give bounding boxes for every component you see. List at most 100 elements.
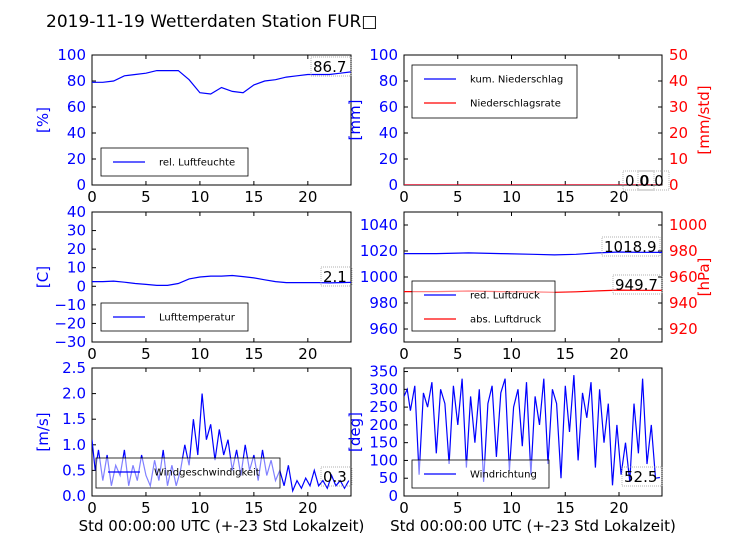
series-line-0 bbox=[404, 251, 662, 256]
y-tick-label: 960 bbox=[369, 320, 398, 338]
x-axis-label: Std 00:00:00 UTC (+-23 Std Lokalzeit) bbox=[390, 517, 676, 535]
x-axis-label: Std 00:00:00 UTC (+-23 Std Lokalzeit) bbox=[79, 517, 365, 535]
legend-box bbox=[411, 64, 578, 119]
x-tick-label: 5 bbox=[141, 345, 151, 363]
y-tick-label: 100 bbox=[57, 46, 86, 64]
x-tick-label: 10 bbox=[502, 188, 521, 206]
annotation-box bbox=[310, 56, 352, 77]
annotation-box bbox=[637, 170, 670, 191]
y-tick-label: 40 bbox=[67, 203, 86, 221]
x-tick-label: 0 bbox=[87, 499, 97, 517]
x-tick-label: 0 bbox=[399, 188, 409, 206]
y-tick-label: 50 bbox=[379, 469, 398, 487]
y-tick-label: 250 bbox=[369, 398, 398, 416]
y-tick-label: 60 bbox=[379, 98, 398, 116]
annotation-box bbox=[621, 466, 663, 487]
x-tick-label: 10 bbox=[190, 188, 209, 206]
x-tick-label: 15 bbox=[556, 499, 575, 517]
x-tick-label: 20 bbox=[298, 188, 317, 206]
legend-label: kum. Niederschlag bbox=[470, 75, 563, 86]
y-tick-label: −30 bbox=[54, 333, 86, 351]
annotation-box bbox=[601, 236, 661, 257]
y-tick-label: 0 bbox=[388, 487, 398, 505]
value-annotation: 2.1 bbox=[323, 268, 347, 286]
y2-tick-label: 1000 bbox=[669, 216, 707, 234]
y-tick-label: 40 bbox=[379, 124, 398, 142]
x-tick-label: 20 bbox=[609, 188, 628, 206]
y-axis-label: [deg] bbox=[346, 412, 364, 452]
y2-tick-label: 30 bbox=[669, 98, 688, 116]
y-axis-label: [m/s] bbox=[34, 412, 52, 451]
x-tick-label: 10 bbox=[190, 345, 209, 363]
x-tick-label: 0 bbox=[87, 345, 97, 363]
y-tick-label: 1.5 bbox=[62, 410, 86, 428]
y2-tick-label: 20 bbox=[669, 124, 688, 142]
y-tick-label: 20 bbox=[67, 150, 86, 168]
legend-box bbox=[411, 280, 556, 332]
plot-frame bbox=[403, 367, 663, 497]
legend-label: Lufttemperatur bbox=[159, 313, 236, 324]
x-tick-label: 10 bbox=[502, 345, 521, 363]
x-tick-label: 5 bbox=[141, 499, 151, 517]
y-tick-label: −10 bbox=[54, 296, 86, 314]
y-axis-label: [C] bbox=[34, 266, 52, 288]
x-tick-label: 0 bbox=[399, 345, 409, 363]
panel-temperature: 0 5 10 15 20−30−20−10010203040[C]Lufttempera… bbox=[34, 203, 353, 363]
y-tick-label: 980 bbox=[369, 294, 398, 312]
y-tick-label: 10 bbox=[67, 259, 86, 277]
panel-wind_speed: 0 5 10 15 20 0.0 0.5 1.0 1.5 2.0 2.5 [m/s] Std 00:00… bbox=[34, 359, 364, 535]
legend-label: abs. Luftdruck bbox=[470, 315, 541, 326]
value-annotation: 86.7 bbox=[313, 58, 346, 76]
x-tick-label: 15 bbox=[244, 499, 263, 517]
y-tick-label: 0 bbox=[76, 277, 86, 295]
x-tick-label: 15 bbox=[556, 188, 575, 206]
x-tick-label: 5 bbox=[453, 499, 463, 517]
y-tick-label: 60 bbox=[67, 98, 86, 116]
legend-label: red. Luftdruck bbox=[470, 291, 540, 302]
plot-frame bbox=[91, 367, 352, 497]
y2-tick-label: 940 bbox=[669, 294, 698, 312]
x-tick-label: 5 bbox=[141, 188, 151, 206]
legend-label: Niederschlagsrate bbox=[470, 99, 561, 110]
x-tick-label: 10 bbox=[190, 499, 209, 517]
y-tick-label: 0 bbox=[388, 176, 398, 194]
x-tick-label: 15 bbox=[244, 188, 263, 206]
y-tick-label: 40 bbox=[67, 124, 86, 142]
panel-precip: 0 5 10 15 20 0 20 40 60 80 100 0 10 20 30 40 50 [mm] [mm/s… bbox=[346, 46, 713, 206]
y-axis-label: [%] bbox=[34, 107, 52, 133]
plot-frame bbox=[91, 54, 352, 186]
legend-box bbox=[95, 457, 281, 489]
value-annotation: 0.3 bbox=[323, 468, 347, 486]
y-tick-label: 2.5 bbox=[62, 359, 86, 377]
x-tick-label: 20 bbox=[298, 345, 317, 363]
y-tick-label: 200 bbox=[369, 416, 398, 434]
annotation-box bbox=[320, 266, 353, 287]
y2-tick-label: 40 bbox=[669, 72, 688, 90]
x-tick-label: 5 bbox=[453, 188, 463, 206]
value-annotation: 52.5 bbox=[624, 468, 657, 486]
legend-label: Windgeschwindigkeit bbox=[154, 468, 260, 479]
y-tick-label: 0 bbox=[76, 176, 86, 194]
y-tick-label: 80 bbox=[379, 72, 398, 90]
legend-label: Windrichtung bbox=[470, 470, 537, 481]
annotation-box bbox=[622, 170, 655, 191]
y2-tick-label: 920 bbox=[669, 320, 698, 338]
y2-tick-label: 10 bbox=[669, 150, 688, 168]
y-tick-label: 150 bbox=[369, 434, 398, 452]
x-tick-label: 10 bbox=[502, 499, 521, 517]
y-tick-label: 1000 bbox=[360, 268, 398, 286]
y-tick-label: 1040 bbox=[360, 216, 398, 234]
value-annotation: 1018.9 bbox=[604, 238, 657, 256]
y2-tick-label: 960 bbox=[669, 268, 698, 286]
x-tick-label: 15 bbox=[556, 345, 575, 363]
y-tick-label: 1.0 bbox=[62, 436, 86, 454]
y-tick-label: 100 bbox=[369, 46, 398, 64]
plot-frame bbox=[91, 211, 352, 343]
x-tick-label: 20 bbox=[609, 345, 628, 363]
x-tick-label: 20 bbox=[298, 499, 317, 517]
figure-title: 2019-11-19 Wetterdaten Station FUR□ bbox=[46, 12, 377, 32]
x-tick-label: 0 bbox=[399, 499, 409, 517]
panel-pressure: 0 5 10 15 20 960 980 1000 1020 1040 920 940 960 980 10… bbox=[360, 211, 713, 363]
